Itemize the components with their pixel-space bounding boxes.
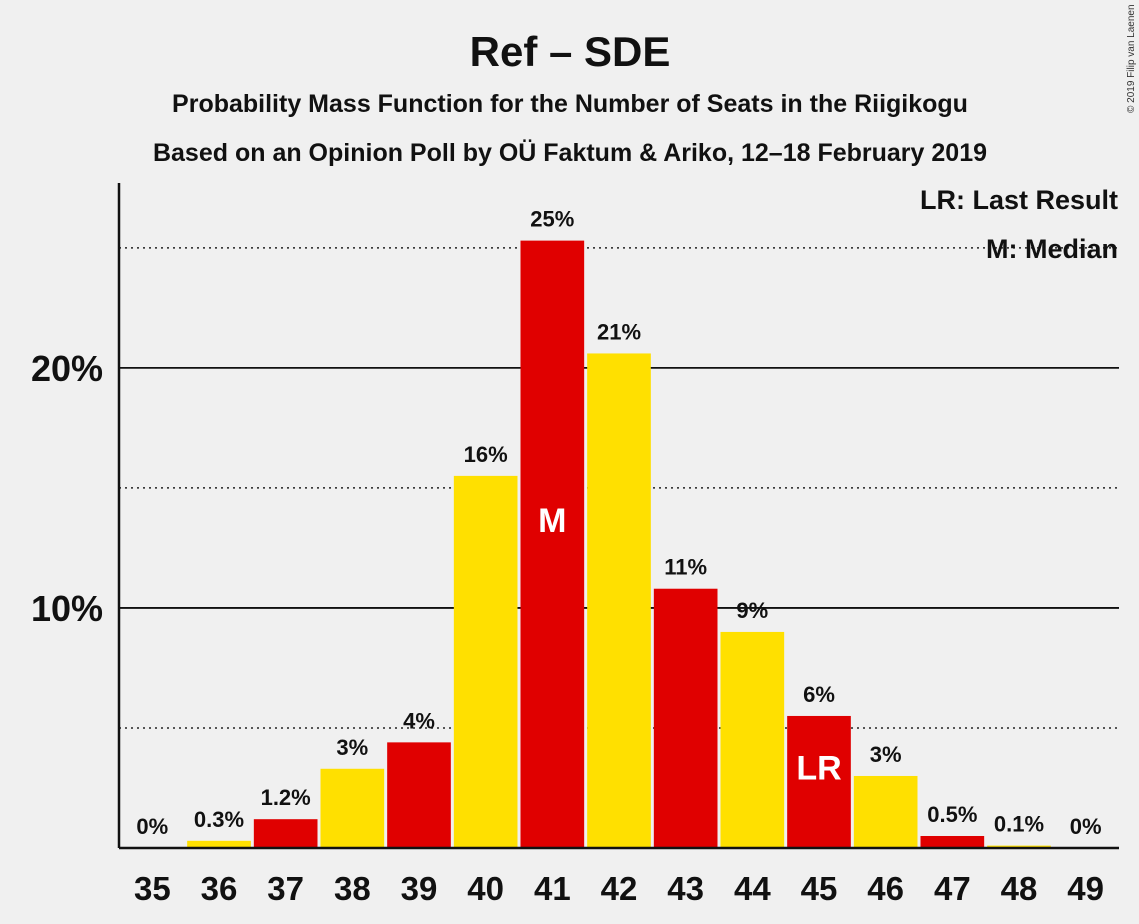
legend-median: M: Median [986, 234, 1118, 264]
axes: 10% 20% 35 36 37 38 39 40 41 42 43 44 45 46 47 48 49 [31, 183, 1119, 907]
data-label-47: 0.5% [927, 802, 977, 827]
data-label-48: 0.1% [994, 812, 1044, 837]
data-label-42: 21% [597, 319, 641, 344]
bar-41 [520, 240, 585, 849]
x-tick-label-49: 49 [1067, 870, 1104, 907]
x-tick-label-38: 38 [334, 870, 371, 907]
bars [187, 240, 1051, 849]
data-label-35: 0% [136, 814, 168, 839]
data-label-41: 25% [530, 207, 574, 232]
bar-40 [453, 475, 518, 848]
bar-47 [920, 835, 985, 848]
bar-43 [653, 588, 718, 848]
x-tick-label-42: 42 [601, 870, 638, 907]
bar-42 [587, 353, 651, 848]
bar-46 [853, 775, 918, 848]
bar-39 [387, 742, 451, 848]
y-tick-label-1: 20% [31, 348, 103, 389]
data-label-43: 11% [664, 555, 707, 580]
x-tick-label-41: 41 [534, 870, 571, 907]
x-tick-label-36: 36 [201, 870, 238, 907]
bar-37 [253, 819, 318, 848]
chart-subtitle-1: Probability Mass Function for the Number… [172, 90, 968, 118]
bar-45 [787, 715, 851, 848]
annotation-LR: LR [796, 749, 841, 787]
data-label-36: 0.3% [194, 807, 244, 832]
annotation-M: M [538, 502, 566, 540]
chart-subtitle-2: Based on an Opinion Poll by OÜ Faktum & … [153, 138, 987, 167]
x-tick-label-46: 46 [867, 870, 904, 907]
data-label-40: 16% [464, 442, 508, 467]
data-label-49: 0% [1070, 814, 1102, 839]
x-tick-label-44: 44 [734, 870, 771, 907]
data-label-46: 3% [870, 742, 902, 767]
data-label-39: 4% [403, 708, 435, 733]
bar-36 [187, 840, 251, 848]
x-tick-label-35: 35 [134, 870, 171, 907]
x-tick-label-39: 39 [401, 870, 438, 907]
data-label-38: 3% [336, 735, 368, 760]
legend-last-result: LR: Last Result [920, 185, 1118, 215]
chart-title: Ref – SDE [470, 28, 671, 75]
data-label-45: 6% [803, 682, 835, 707]
x-tick-label-37: 37 [267, 870, 304, 907]
x-tick-label-43: 43 [667, 870, 704, 907]
data-labels: 0% 0.3% 1.2% 3% 4% 16% 25% 21% 11% 9% 6% 3% 0.5% 0.1%… [136, 207, 1101, 839]
x-tick-label-45: 45 [801, 870, 838, 907]
y-tick-label-0: 10% [31, 588, 103, 629]
x-tick-label-48: 48 [1001, 870, 1038, 907]
x-tick-label-40: 40 [467, 870, 504, 907]
bar-38 [320, 768, 385, 848]
copyright-text: © 2019 Filip van Laenen [1126, 4, 1137, 113]
bar-44 [720, 631, 785, 848]
data-label-37: 1.2% [261, 785, 311, 810]
x-tick-label-47: 47 [934, 870, 971, 907]
data-label-44: 9% [736, 598, 768, 623]
